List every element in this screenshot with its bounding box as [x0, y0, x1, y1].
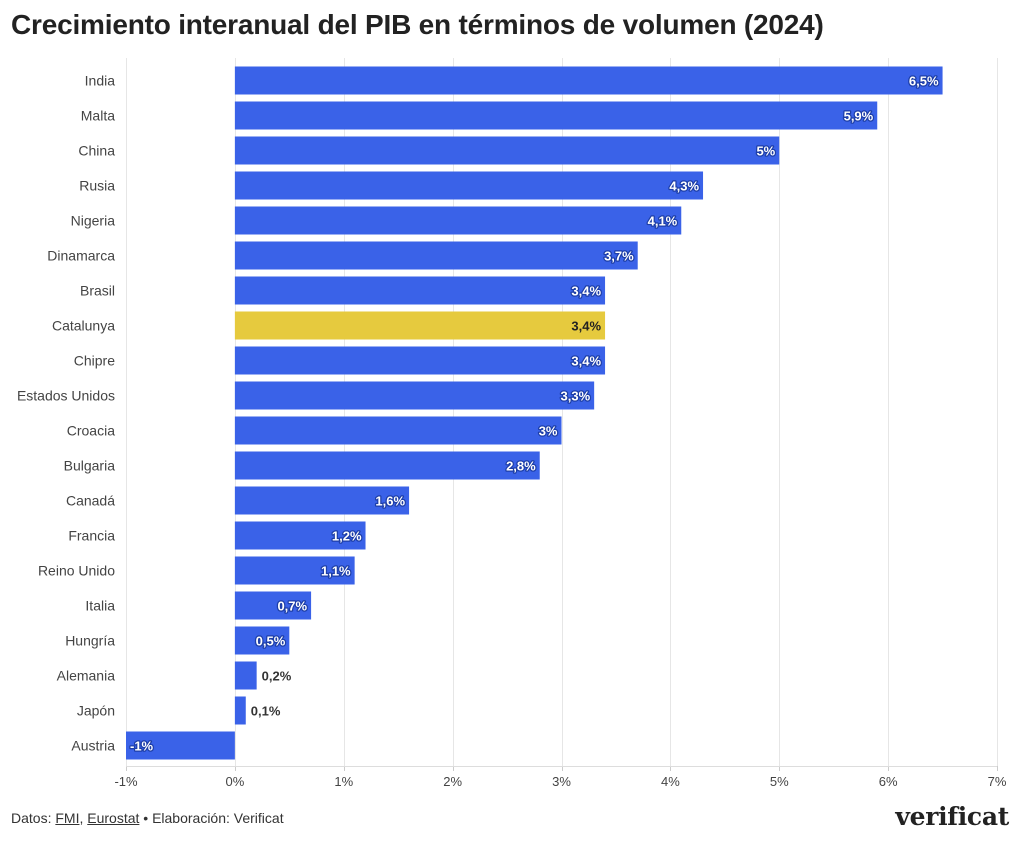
value-label: 5,9% — [844, 109, 874, 124]
bar — [234, 626, 290, 655]
source-link-fmi[interactable]: FMI — [55, 810, 80, 826]
bar — [234, 521, 366, 550]
bar — [234, 171, 704, 200]
value-labels: 6,5% 5,9% 5% 4,3% 4,1% 3,7% 3,4% 3,4% 3,4% 3,3% 3%… — [129, 72, 940, 755]
bar — [234, 136, 780, 165]
value-label: 3,7% — [604, 249, 634, 264]
x-tick-label: 7% — [988, 774, 1007, 789]
x-tick-label: 6% — [879, 774, 898, 789]
value-label: 1,2% — [332, 529, 362, 544]
value-label: 0,1% — [251, 704, 281, 719]
source-footer: Datos: FMI, Eurostat • Elaboración: Veri… — [11, 810, 284, 826]
bars — [126, 66, 943, 760]
source-link-eurostat[interactable]: Eurostat — [87, 810, 140, 826]
bar — [234, 451, 540, 480]
x-tick-label: -1% — [114, 774, 138, 789]
category-label: Italia — [85, 598, 115, 614]
category-label: Reino Unido — [38, 563, 115, 579]
x-axis-ticks: -1% 0% 1% 2% 3% 4% 5% 6% 7% — [114, 766, 1007, 789]
bar — [234, 311, 606, 340]
value-label: 2,8% — [506, 459, 536, 474]
x-tick-label: 1% — [334, 774, 353, 789]
category-label: Rusia — [79, 178, 115, 194]
category-label: China — [78, 143, 115, 159]
value-label: 3,3% — [561, 389, 591, 404]
value-label: 3,4% — [571, 354, 601, 369]
chart-title: Crecimiento interanual del PIB en términ… — [11, 9, 824, 40]
category-label: Chipre — [74, 353, 115, 369]
x-tick-label: 5% — [770, 774, 789, 789]
verificat-logo: verificat — [895, 802, 1009, 831]
footer-prefix: Datos: — [11, 810, 56, 826]
bar — [234, 696, 246, 725]
value-label: 1,6% — [375, 494, 405, 509]
value-label: 0,5% — [256, 634, 286, 649]
category-label: Nigeria — [71, 213, 116, 229]
value-label: -1% — [130, 739, 154, 754]
bar — [234, 591, 312, 620]
x-tick-label: 0% — [225, 774, 244, 789]
category-label: Croacia — [67, 423, 115, 439]
value-label: 4,3% — [669, 179, 699, 194]
category-label: Alemania — [57, 668, 116, 684]
footer-separator: , — [79, 810, 88, 826]
category-label: Francia — [68, 528, 115, 544]
value-label: 0,2% — [262, 669, 292, 684]
category-label: Hungría — [65, 633, 115, 649]
bar — [126, 731, 235, 760]
bar — [234, 66, 943, 95]
category-label: Japón — [77, 703, 115, 719]
x-tick-label: 4% — [661, 774, 680, 789]
bar-chart: India Malta China Rusia Nigeria Dinamarca Bras… — [17, 58, 1007, 789]
bar — [234, 101, 878, 130]
category-label: Brasil — [80, 283, 115, 299]
value-label: 3,4% — [571, 319, 601, 334]
bar — [234, 556, 355, 585]
bar — [234, 416, 562, 445]
value-label: 1,1% — [321, 564, 351, 579]
x-tick-label: 3% — [552, 774, 571, 789]
category-label: India — [85, 73, 116, 89]
bar — [234, 661, 257, 690]
bar — [234, 241, 638, 270]
category-label: Austria — [71, 738, 115, 754]
value-label: 3,4% — [571, 284, 601, 299]
bar — [234, 206, 682, 235]
value-label: 0,7% — [277, 599, 307, 614]
category-labels: India Malta China Rusia Nigeria Dinamarca Bras… — [17, 73, 115, 754]
category-label: Catalunya — [52, 318, 115, 334]
bar — [234, 486, 410, 515]
category-label: Canadá — [66, 493, 115, 509]
x-tick-label: 2% — [443, 774, 462, 789]
value-label: 5% — [756, 144, 775, 159]
value-label: 6,5% — [909, 74, 939, 89]
footer-credit: • Elaboración: Verificat — [139, 810, 284, 826]
category-label: Estados Unidos — [17, 388, 115, 404]
category-label: Dinamarca — [47, 248, 115, 264]
bar — [234, 381, 595, 410]
bar — [234, 346, 606, 375]
value-label: 3% — [539, 424, 558, 439]
value-label: 4,1% — [648, 214, 678, 229]
category-label: Bulgaria — [64, 458, 116, 474]
bar — [234, 276, 606, 305]
category-label: Malta — [81, 108, 115, 124]
